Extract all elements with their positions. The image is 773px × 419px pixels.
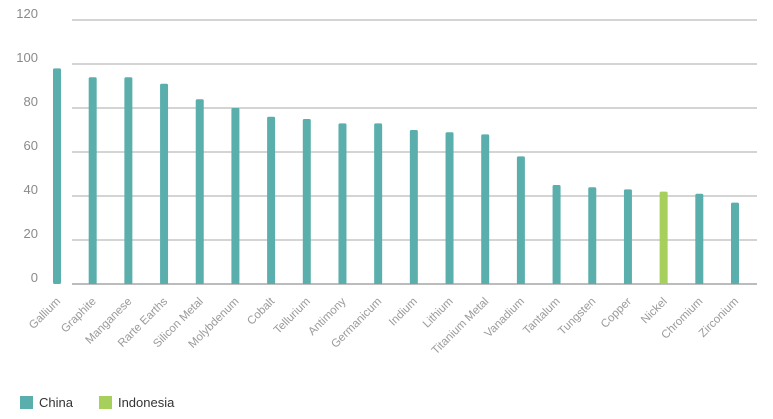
bar-vanadium	[516, 156, 525, 284]
bar-cobalt	[267, 116, 276, 284]
bar-lithium	[445, 132, 454, 284]
bars	[53, 68, 739, 285]
bar-indium	[409, 130, 418, 284]
x-tick-label: Indium	[387, 296, 420, 329]
y-tick-label: 0	[31, 270, 38, 285]
bar-chromium	[695, 193, 704, 284]
bar-tellurium	[302, 119, 311, 284]
x-tick-label: Tantalum	[521, 296, 562, 337]
bar-tantalum	[552, 185, 561, 284]
x-tick-label: Copper	[599, 296, 634, 331]
x-tick-label: Lithium	[421, 296, 456, 331]
legend-swatch-indonesia	[98, 396, 112, 409]
bar-nickel	[659, 191, 668, 284]
bar-tungsten	[588, 187, 597, 284]
legend-label-china: China	[39, 395, 73, 410]
y-tick-label: 60	[24, 138, 38, 153]
bar-zirconium	[731, 202, 739, 284]
y-tick-label: 40	[24, 182, 38, 197]
x-tick-label: Nickel	[639, 296, 670, 327]
y-tick-label: 100	[16, 50, 38, 65]
x-tick-label: Gallium	[27, 296, 63, 332]
bar-gallium	[53, 68, 61, 285]
bar-rarte-earths	[160, 83, 169, 284]
y-tick-label: 20	[24, 226, 38, 241]
y-tick-label: 80	[24, 94, 38, 109]
legend: China Indonesia	[20, 395, 174, 410]
y-tick-label: 120	[16, 6, 38, 21]
bar-manganese	[124, 77, 133, 284]
legend-swatch-china	[20, 396, 33, 409]
bar-silicon-metal	[195, 99, 204, 284]
bar-germanicum	[374, 123, 383, 285]
bar-copper	[623, 189, 632, 284]
bar-chart: 0 20 40 60 80 100 120 GalliumGraphiteManganese…	[16, 6, 757, 357]
y-axis-tick-labels: 0 20 40 60 80 100 120	[16, 6, 38, 285]
bar-titanium-metal	[481, 134, 490, 284]
legend-label-indonesia: Indonesia	[117, 395, 175, 410]
x-tick-label: Cobalt	[245, 295, 278, 328]
legend-item-indonesia: Indonesia	[98, 395, 175, 410]
x-tick-label: Tungsten	[556, 296, 598, 338]
legend-item-china: China	[20, 395, 73, 410]
bar-antimony	[338, 123, 347, 285]
bar-graphite	[88, 77, 97, 284]
bar-molybdenum	[231, 108, 240, 284]
